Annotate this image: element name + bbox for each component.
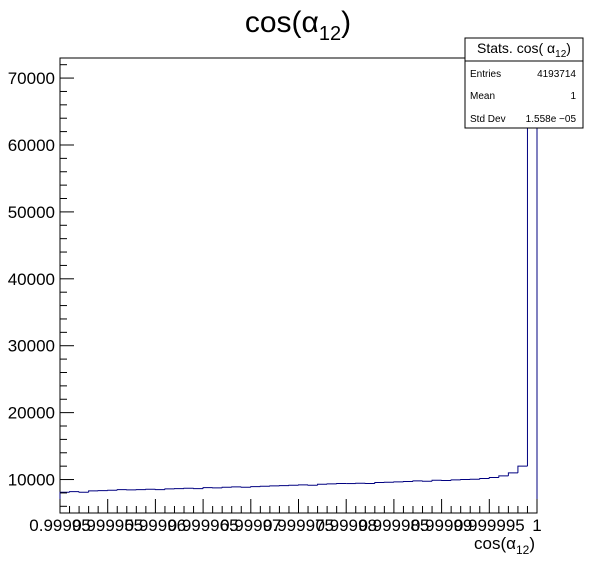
x-tick-label: 0.999965 (168, 516, 239, 535)
y-axis: 10000 20000 30000 40000 50000 60000 70000 (8, 64, 74, 507)
x-tick-label: 0.999995 (454, 516, 525, 535)
histogram-bin (374, 482, 385, 484)
histogram-bin (479, 478, 490, 480)
histogram-bin (450, 479, 461, 481)
x-tick-label: 0.999985 (358, 516, 429, 535)
chart-title: cos(α12) (245, 6, 351, 45)
x-tick-label: 0.99997 (220, 516, 281, 535)
histogram-bin (78, 491, 89, 493)
y-tick-label: 40000 (8, 270, 55, 289)
histogram-bin (69, 491, 80, 493)
y-tick-label: 70000 (8, 69, 55, 88)
histogram-bin (202, 487, 213, 489)
histogram-bin (221, 486, 232, 488)
stats-stddev-label: Std Dev (470, 114, 506, 125)
x-tick-label: 0.99995 (29, 516, 90, 535)
histogram-layer (59, 74, 538, 513)
histogram-bin (59, 491, 70, 513)
x-tick-label: 1 (532, 516, 541, 535)
x-tick-label: 0.99998 (315, 516, 376, 535)
histogram-bin (412, 480, 423, 482)
histogram-bin (164, 488, 175, 490)
y-tick-label: 50000 (8, 203, 55, 222)
histogram-bin (488, 477, 499, 479)
stats-box: Stats. cos( α12) Entries 4193714 Mean 1 … (464, 37, 584, 129)
y-tick-label: 60000 (8, 136, 55, 155)
stats-stddev-value: 1.558e −05 (526, 114, 577, 125)
y-tick-label: 30000 (8, 337, 55, 356)
histogram-bin (431, 479, 442, 482)
stats-entries-value: 4193714 (537, 69, 576, 80)
histogram-bin (517, 465, 528, 473)
x-tick-label: 0.99996 (125, 516, 186, 535)
stats-box-frame (464, 37, 584, 129)
x-tick-label: 0.999955 (72, 516, 143, 535)
stats-entries-label: Entries (470, 69, 501, 80)
histogram-bin (317, 483, 328, 486)
histogram-bin (116, 489, 127, 491)
histogram-bin (88, 490, 99, 493)
histogram-bin (498, 475, 509, 478)
stats-mean-label: Mean (470, 91, 495, 102)
x-axis-label: cos(α12) (474, 534, 535, 557)
histogram-bin (526, 74, 537, 467)
stats-mean-value: 1 (570, 91, 576, 102)
y-tick-label: 20000 (8, 404, 55, 423)
histogram-bin (507, 472, 518, 476)
x-tick-label: 0.999975 (263, 516, 334, 535)
stats-box-header: Stats. cos( α12) (477, 40, 571, 60)
x-axis: 0.999950.9999550.999960.9999650.999970.9… (29, 499, 542, 535)
y-tick-label: 10000 (8, 471, 55, 490)
x-tick-label: 0.99999 (411, 516, 472, 535)
histogram-bin (250, 486, 261, 488)
